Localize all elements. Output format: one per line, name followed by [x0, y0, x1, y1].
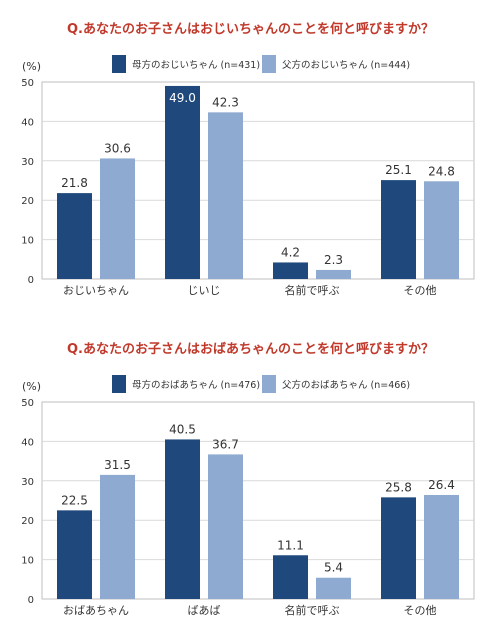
bar [381, 497, 416, 599]
bar [273, 555, 308, 599]
data-label: 42.3 [212, 95, 239, 109]
data-label: 25.1 [385, 163, 412, 177]
bar [316, 577, 351, 599]
data-label: 30.6 [104, 141, 131, 155]
y-tick-label: 50 [21, 78, 34, 89]
bar [381, 180, 416, 279]
y-tick-label: 20 [21, 516, 34, 527]
x-category-label: おばあちゃん [63, 604, 129, 617]
data-label: 4.2 [281, 245, 300, 259]
legend-label: 父方のおじいちゃん (n=444) [282, 59, 410, 71]
plot-area [41, 81, 475, 280]
y-tick-label: 40 [21, 437, 34, 448]
data-label: 2.3 [324, 253, 343, 267]
bar [208, 454, 243, 599]
bar-chart-grandfather: (%) 母方のおじいちゃん (n=431) 父方のおじいちゃん (n=444) 0 10… [21, 55, 475, 297]
data-label: 26.4 [428, 478, 455, 492]
y-unit-label: (%) [22, 380, 41, 393]
y-tick-label: 30 [21, 157, 34, 168]
chart-title: Q.あなたのお子さんはおじいちゃんのことを何と呼びますか？ [67, 22, 434, 37]
y-tick-label: 20 [21, 196, 34, 207]
x-category-label: ばあば [188, 604, 221, 617]
legend-swatch [262, 55, 276, 73]
data-label: 5.4 [324, 561, 343, 575]
data-label: 49.0 [169, 91, 196, 105]
bar [100, 158, 135, 279]
bar [100, 474, 135, 599]
data-label: 22.5 [61, 493, 88, 507]
x-category-label: おじいちゃん [63, 284, 129, 297]
data-label: 40.5 [169, 422, 196, 436]
plot-area [41, 401, 475, 600]
bar [273, 262, 308, 279]
bar [165, 85, 200, 279]
legend-label: 母方のおじいちゃん (n=431) [132, 59, 260, 71]
legend-swatch [112, 375, 126, 393]
y-tick-label: 10 [21, 236, 34, 247]
bar [316, 269, 351, 279]
legend-swatch [262, 375, 276, 393]
bar [208, 112, 243, 279]
x-category-label: その他 [404, 284, 437, 297]
data-label: 21.8 [61, 176, 88, 190]
chart-panel-grandmother: Q.あなたのお子さんはおばあちゃんのことを何と呼びますか？ (%) 母方のおばあち… [0, 320, 501, 628]
bar [57, 193, 92, 279]
x-category-label: じいじ [188, 284, 221, 297]
bar [424, 494, 459, 599]
legend-label: 母方のおばあちゃん (n=476) [132, 379, 260, 391]
y-tick-label: 0 [28, 275, 34, 286]
y-tick-label: 30 [21, 477, 34, 488]
data-label: 36.7 [212, 437, 239, 451]
y-tick-label: 10 [21, 556, 34, 567]
bar [165, 439, 200, 599]
y-tick-label: 40 [21, 117, 34, 128]
data-label: 31.5 [104, 458, 131, 472]
x-category-label: 名前で呼ぶ [285, 283, 340, 297]
bar-chart-grandmother: (%) 母方のおばあちゃん (n=476) 父方のおばあちゃん (n=466) 0 10… [21, 375, 475, 617]
x-category-label: 名前で呼ぶ [285, 603, 340, 617]
legend-swatch [112, 55, 126, 73]
bar [424, 181, 459, 279]
data-label: 25.8 [385, 480, 412, 494]
data-label: 11.1 [277, 538, 304, 552]
x-category-label: その他 [404, 604, 437, 617]
y-tick-label: 50 [21, 398, 34, 409]
bar [57, 510, 92, 599]
legend-label: 父方のおばあちゃん (n=466) [282, 379, 410, 391]
y-tick-label: 0 [28, 595, 34, 606]
chart-panel-grandfather: Q.あなたのお子さんはおじいちゃんのことを何と呼びますか？ (%) 母方のおじいち… [21, 22, 475, 297]
chart-title: Q.あなたのお子さんはおばあちゃんのことを何と呼びますか？ [67, 342, 434, 357]
data-label: 24.8 [428, 164, 455, 178]
y-unit-label: (%) [22, 60, 41, 73]
